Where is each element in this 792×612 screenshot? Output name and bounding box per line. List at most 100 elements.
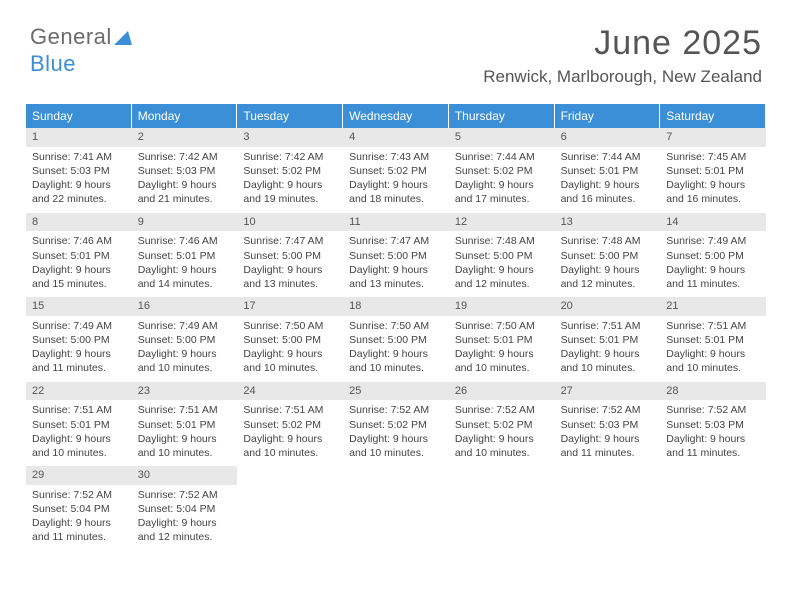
calendar-cell: 29Sunrise: 7:52 AMSunset: 5:04 PMDayligh… xyxy=(26,466,132,551)
day-number: 16 xyxy=(132,297,238,316)
sunrise-line: Sunrise: 7:41 AM xyxy=(32,150,126,164)
logo-part1: General xyxy=(30,24,112,49)
calendar-cell: 24Sunrise: 7:51 AMSunset: 5:02 PMDayligh… xyxy=(237,382,343,467)
logo-triangle-icon xyxy=(114,25,132,51)
sunset-line: Sunset: 5:01 PM xyxy=(561,333,655,347)
calendar-cell: 25Sunrise: 7:52 AMSunset: 5:02 PMDayligh… xyxy=(343,382,449,467)
sunset-line: Sunset: 5:00 PM xyxy=(455,249,549,263)
daylight-line: Daylight: 9 hours and 12 minutes. xyxy=(455,263,549,291)
calendar-cell: 7Sunrise: 7:45 AMSunset: 5:01 PMDaylight… xyxy=(660,128,766,213)
sunset-line: Sunset: 5:00 PM xyxy=(32,333,126,347)
logo-part2: Blue xyxy=(30,51,76,76)
day-header: Tuesday xyxy=(237,104,343,128)
sunset-line: Sunset: 5:02 PM xyxy=(349,418,443,432)
daylight-line: Daylight: 9 hours and 13 minutes. xyxy=(243,263,337,291)
sunrise-line: Sunrise: 7:52 AM xyxy=(455,403,549,417)
sunset-line: Sunset: 5:00 PM xyxy=(666,249,760,263)
sunrise-line: Sunrise: 7:49 AM xyxy=(666,234,760,248)
calendar-cell-empty xyxy=(237,466,343,551)
calendar-cell: 30Sunrise: 7:52 AMSunset: 5:04 PMDayligh… xyxy=(132,466,238,551)
daylight-line: Daylight: 9 hours and 10 minutes. xyxy=(666,347,760,375)
sunset-line: Sunset: 5:03 PM xyxy=(666,418,760,432)
day-number: 20 xyxy=(555,297,661,316)
daylight-line: Daylight: 9 hours and 21 minutes. xyxy=(138,178,232,206)
daylight-line: Daylight: 9 hours and 17 minutes. xyxy=(455,178,549,206)
day-number: 25 xyxy=(343,382,449,401)
sunset-line: Sunset: 5:00 PM xyxy=(138,333,232,347)
daylight-line: Daylight: 9 hours and 15 minutes. xyxy=(32,263,126,291)
sunrise-line: Sunrise: 7:52 AM xyxy=(32,488,126,502)
calendar-cell: 12 Sunrise: 7:48 AMSunset: 5:00 PMDayligh… xyxy=(449,213,555,298)
calendar-cell-empty xyxy=(660,466,766,551)
sunrise-line: Sunrise: 7:47 AM xyxy=(243,234,337,248)
calendar-cell: 11Sunrise: 7:47 AMSunset: 5:00 PMDayligh… xyxy=(343,213,449,298)
day-number: 1 xyxy=(26,128,132,147)
location-subtitle: Renwick, Marlborough, New Zealand xyxy=(483,67,762,87)
sunrise-line: Sunrise: 7:51 AM xyxy=(138,403,232,417)
sunset-line: Sunset: 5:01 PM xyxy=(32,418,126,432)
day-number: 4 xyxy=(343,128,449,147)
day-number: 23 xyxy=(132,382,238,401)
sunrise-line: Sunrise: 7:49 AM xyxy=(32,319,126,333)
sunset-line: Sunset: 5:02 PM xyxy=(243,164,337,178)
day-number: 2 xyxy=(132,128,238,147)
sunrise-line: Sunrise: 7:46 AM xyxy=(138,234,232,248)
calendar-cell: 26Sunrise: 7:52 AMSunset: 5:02 PMDayligh… xyxy=(449,382,555,467)
sunrise-line: Sunrise: 7:51 AM xyxy=(666,319,760,333)
calendar-cell: 4Sunrise: 7:43 AMSunset: 5:02 PMDaylight… xyxy=(343,128,449,213)
sunset-line: Sunset: 5:02 PM xyxy=(349,164,443,178)
calendar-cell-empty xyxy=(343,466,449,551)
sunrise-line: Sunrise: 7:48 AM xyxy=(455,234,549,248)
day-number: 15 xyxy=(26,297,132,316)
day-number: 7 xyxy=(660,128,766,147)
sunset-line: Sunset: 5:02 PM xyxy=(455,418,549,432)
calendar-cell: 3Sunrise: 7:42 AMSunset: 5:02 PMDaylight… xyxy=(237,128,343,213)
sunrise-line: Sunrise: 7:48 AM xyxy=(561,234,655,248)
day-number: 17 xyxy=(237,297,343,316)
sunset-line: Sunset: 5:01 PM xyxy=(666,333,760,347)
sunrise-line: Sunrise: 7:52 AM xyxy=(666,403,760,417)
calendar-grid: SundayMondayTuesdayWednesdayThursdayFrid… xyxy=(26,104,766,551)
daylight-line: Daylight: 9 hours and 13 minutes. xyxy=(349,263,443,291)
calendar-cell: 6Sunrise: 7:44 AMSunset: 5:01 PMDaylight… xyxy=(555,128,661,213)
sunset-line: Sunset: 5:00 PM xyxy=(561,249,655,263)
sunset-line: Sunset: 5:03 PM xyxy=(32,164,126,178)
header: June 2025 Renwick, Marlborough, New Zeal… xyxy=(483,24,762,87)
sunrise-line: Sunrise: 7:51 AM xyxy=(32,403,126,417)
sunset-line: Sunset: 5:01 PM xyxy=(138,249,232,263)
daylight-line: Daylight: 9 hours and 10 minutes. xyxy=(32,432,126,460)
calendar-cell: 21 Sunrise: 7:51 AMSunset: 5:01 PMDayligh… xyxy=(660,297,766,382)
sunrise-line: Sunrise: 7:52 AM xyxy=(138,488,232,502)
month-title: June 2025 xyxy=(483,24,762,63)
daylight-line: Daylight: 9 hours and 10 minutes. xyxy=(349,347,443,375)
calendar-cell: 16Sunrise: 7:49 AMSunset: 5:00 PMDayligh… xyxy=(132,297,238,382)
sunrise-line: Sunrise: 7:50 AM xyxy=(455,319,549,333)
sunset-line: Sunset: 5:00 PM xyxy=(349,333,443,347)
day-header: Saturday xyxy=(660,104,766,128)
daylight-line: Daylight: 9 hours and 12 minutes. xyxy=(138,516,232,544)
sunrise-line: Sunrise: 7:42 AM xyxy=(138,150,232,164)
day-number: 8 xyxy=(26,213,132,232)
day-number: 11 xyxy=(343,213,449,232)
sunrise-line: Sunrise: 7:44 AM xyxy=(561,150,655,164)
sunrise-line: Sunrise: 7:52 AM xyxy=(349,403,443,417)
sunset-line: Sunset: 5:00 PM xyxy=(243,333,337,347)
calendar-cell: 1Sunrise: 7:41 AMSunset: 5:03 PMDaylight… xyxy=(26,128,132,213)
day-number: 9 xyxy=(132,213,238,232)
sunset-line: Sunset: 5:01 PM xyxy=(455,333,549,347)
day-number: 12 xyxy=(449,213,555,232)
sunset-line: Sunset: 5:03 PM xyxy=(561,418,655,432)
day-number: 30 xyxy=(132,466,238,485)
day-number: 21 xyxy=(660,297,766,316)
calendar-cell: 20Sunrise: 7:51 AMSunset: 5:01 PMDayligh… xyxy=(555,297,661,382)
calendar-cell: 18Sunrise: 7:50 AMSunset: 5:00 PMDayligh… xyxy=(343,297,449,382)
daylight-line: Daylight: 9 hours and 10 minutes. xyxy=(138,432,232,460)
sunset-line: Sunset: 5:02 PM xyxy=(243,418,337,432)
calendar-cell-empty xyxy=(449,466,555,551)
daylight-line: Daylight: 9 hours and 10 minutes. xyxy=(243,432,337,460)
day-number: 14 xyxy=(660,213,766,232)
calendar-cell: 19Sunrise: 7:50 AMSunset: 5:01 PMDayligh… xyxy=(449,297,555,382)
day-number: 10 xyxy=(237,213,343,232)
day-number: 27 xyxy=(555,382,661,401)
day-number: 29 xyxy=(26,466,132,485)
